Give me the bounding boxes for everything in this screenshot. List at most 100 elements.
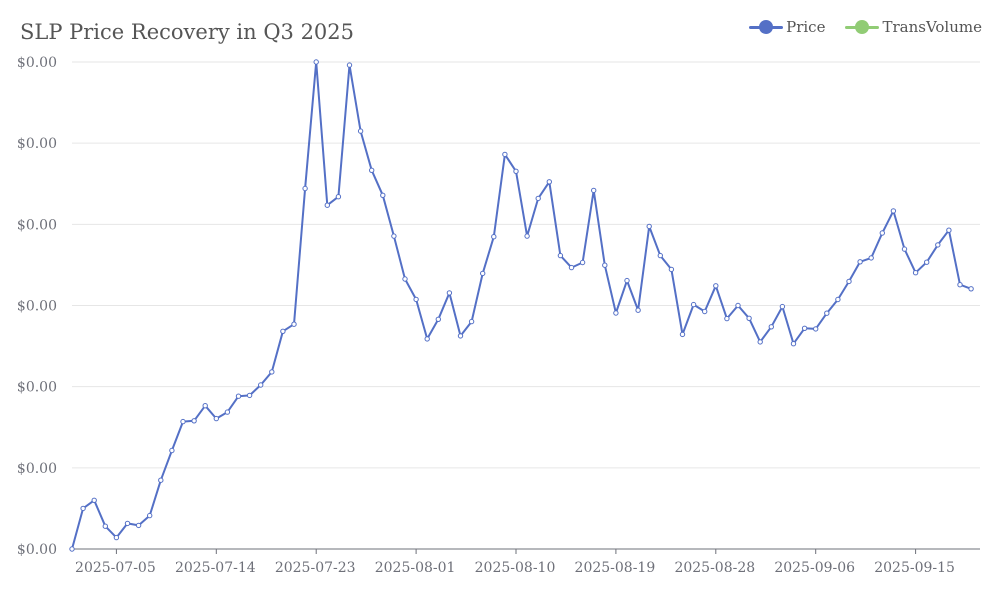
price-point: [735, 302, 741, 309]
price-point: [779, 303, 786, 310]
legend-item-transvolume[interactable]: TransVolume: [845, 18, 982, 36]
x-tick-label: 2025-07-14: [175, 560, 256, 576]
price-point: [801, 325, 808, 331]
price-point: [102, 523, 109, 529]
price-point: [890, 208, 897, 214]
price-point: [768, 324, 774, 330]
price-point: [324, 202, 330, 208]
price-point: [346, 62, 353, 68]
price-point: [724, 315, 730, 322]
price-point: [546, 179, 552, 185]
price-point: [513, 168, 519, 175]
price-point: [646, 223, 652, 230]
price-point: [380, 192, 386, 199]
price-point: [813, 326, 819, 332]
price-point: [491, 234, 497, 240]
price-point: [402, 276, 408, 282]
y-tick-label: $0.00: [17, 461, 57, 477]
chart-title: SLP Price Recovery in Q3 2025: [20, 20, 355, 44]
price-point: [912, 270, 919, 276]
legend-label-price: Price: [786, 18, 826, 36]
x-tick-label: 2025-07-05: [75, 560, 156, 576]
price-point: [280, 328, 286, 334]
price-point: [80, 505, 86, 512]
price-point: [369, 167, 375, 174]
price-point: [235, 393, 242, 399]
price-point: [224, 409, 231, 415]
price-line: [71, 61, 972, 550]
price-point: [158, 477, 164, 483]
price-point: [557, 252, 564, 259]
price-point: [746, 315, 752, 321]
price-point: [591, 187, 597, 194]
price-point: [446, 290, 453, 296]
price-point: [502, 151, 508, 158]
price-point: [357, 128, 364, 134]
price-point: [258, 382, 264, 388]
price-point: [524, 233, 530, 239]
price-point: [668, 266, 675, 273]
price-point: [901, 246, 908, 252]
price-point: [147, 512, 153, 519]
axes: $0.00 $0.00 $0.00 $0.00 $0.00 $0.00 $0.00 2025-…: [17, 55, 980, 576]
price-point: [468, 318, 475, 325]
legend-swatch-price: [749, 19, 784, 35]
x-tick-label: 2025-08-01: [375, 560, 456, 576]
price-point: [291, 321, 297, 327]
series-price: [69, 59, 974, 552]
legend-label-transvolume: TransVolume: [882, 18, 982, 36]
x-tick-label: 2025-07-23: [275, 560, 356, 576]
price-point: [968, 286, 974, 292]
price-point: [480, 270, 486, 277]
price-point: [868, 255, 874, 261]
price-point: [191, 418, 197, 424]
price-point: [624, 277, 630, 284]
price-point: [846, 278, 852, 285]
price-point: [302, 185, 308, 192]
price-point: [413, 296, 419, 303]
price-point: [857, 259, 863, 265]
price-point: [313, 59, 319, 65]
price-point: [180, 418, 186, 425]
y-tick-label: $0.00: [17, 542, 57, 558]
grid-lines: [72, 61, 980, 469]
x-tick-label: 2025-08-10: [475, 560, 556, 576]
price-point: [568, 264, 575, 271]
price-point: [635, 307, 641, 313]
y-tick-label: $0.00: [17, 299, 57, 315]
price-point: [613, 310, 619, 316]
price-point: [657, 252, 663, 259]
price-point: [690, 301, 697, 308]
price-point: [69, 546, 75, 552]
price-point: [957, 282, 963, 288]
legend-swatch-transvolume: [845, 19, 880, 35]
price-point: [935, 242, 941, 248]
price-point: [424, 336, 430, 342]
price-point: [535, 195, 541, 202]
x-tick-label: 2025-08-28: [674, 560, 755, 576]
price-point: [924, 259, 930, 265]
price-point: [335, 194, 342, 200]
legend[interactable]: Price TransVolume: [749, 18, 982, 36]
y-tick-label: $0.00: [17, 136, 57, 152]
price-point: [91, 497, 97, 503]
price-point: [124, 520, 131, 527]
price-point: [391, 233, 397, 239]
price-point: [713, 283, 719, 289]
x-tick-label: 2025-08-19: [575, 560, 656, 576]
price-point: [946, 227, 952, 233]
price-point: [824, 310, 830, 316]
legend-item-price[interactable]: Price: [749, 18, 825, 36]
price-point: [879, 230, 885, 236]
x-tick-label: 2025-09-15: [874, 560, 955, 576]
price-point: [602, 262, 608, 268]
price-point: [579, 259, 586, 266]
price-point: [790, 341, 797, 347]
price-point: [113, 534, 120, 541]
y-tick-label: $0.00: [17, 380, 57, 396]
price-point: [702, 308, 708, 315]
price-point: [435, 316, 441, 322]
x-tick-label: 2025-09-06: [774, 560, 855, 576]
price-point: [169, 447, 175, 454]
